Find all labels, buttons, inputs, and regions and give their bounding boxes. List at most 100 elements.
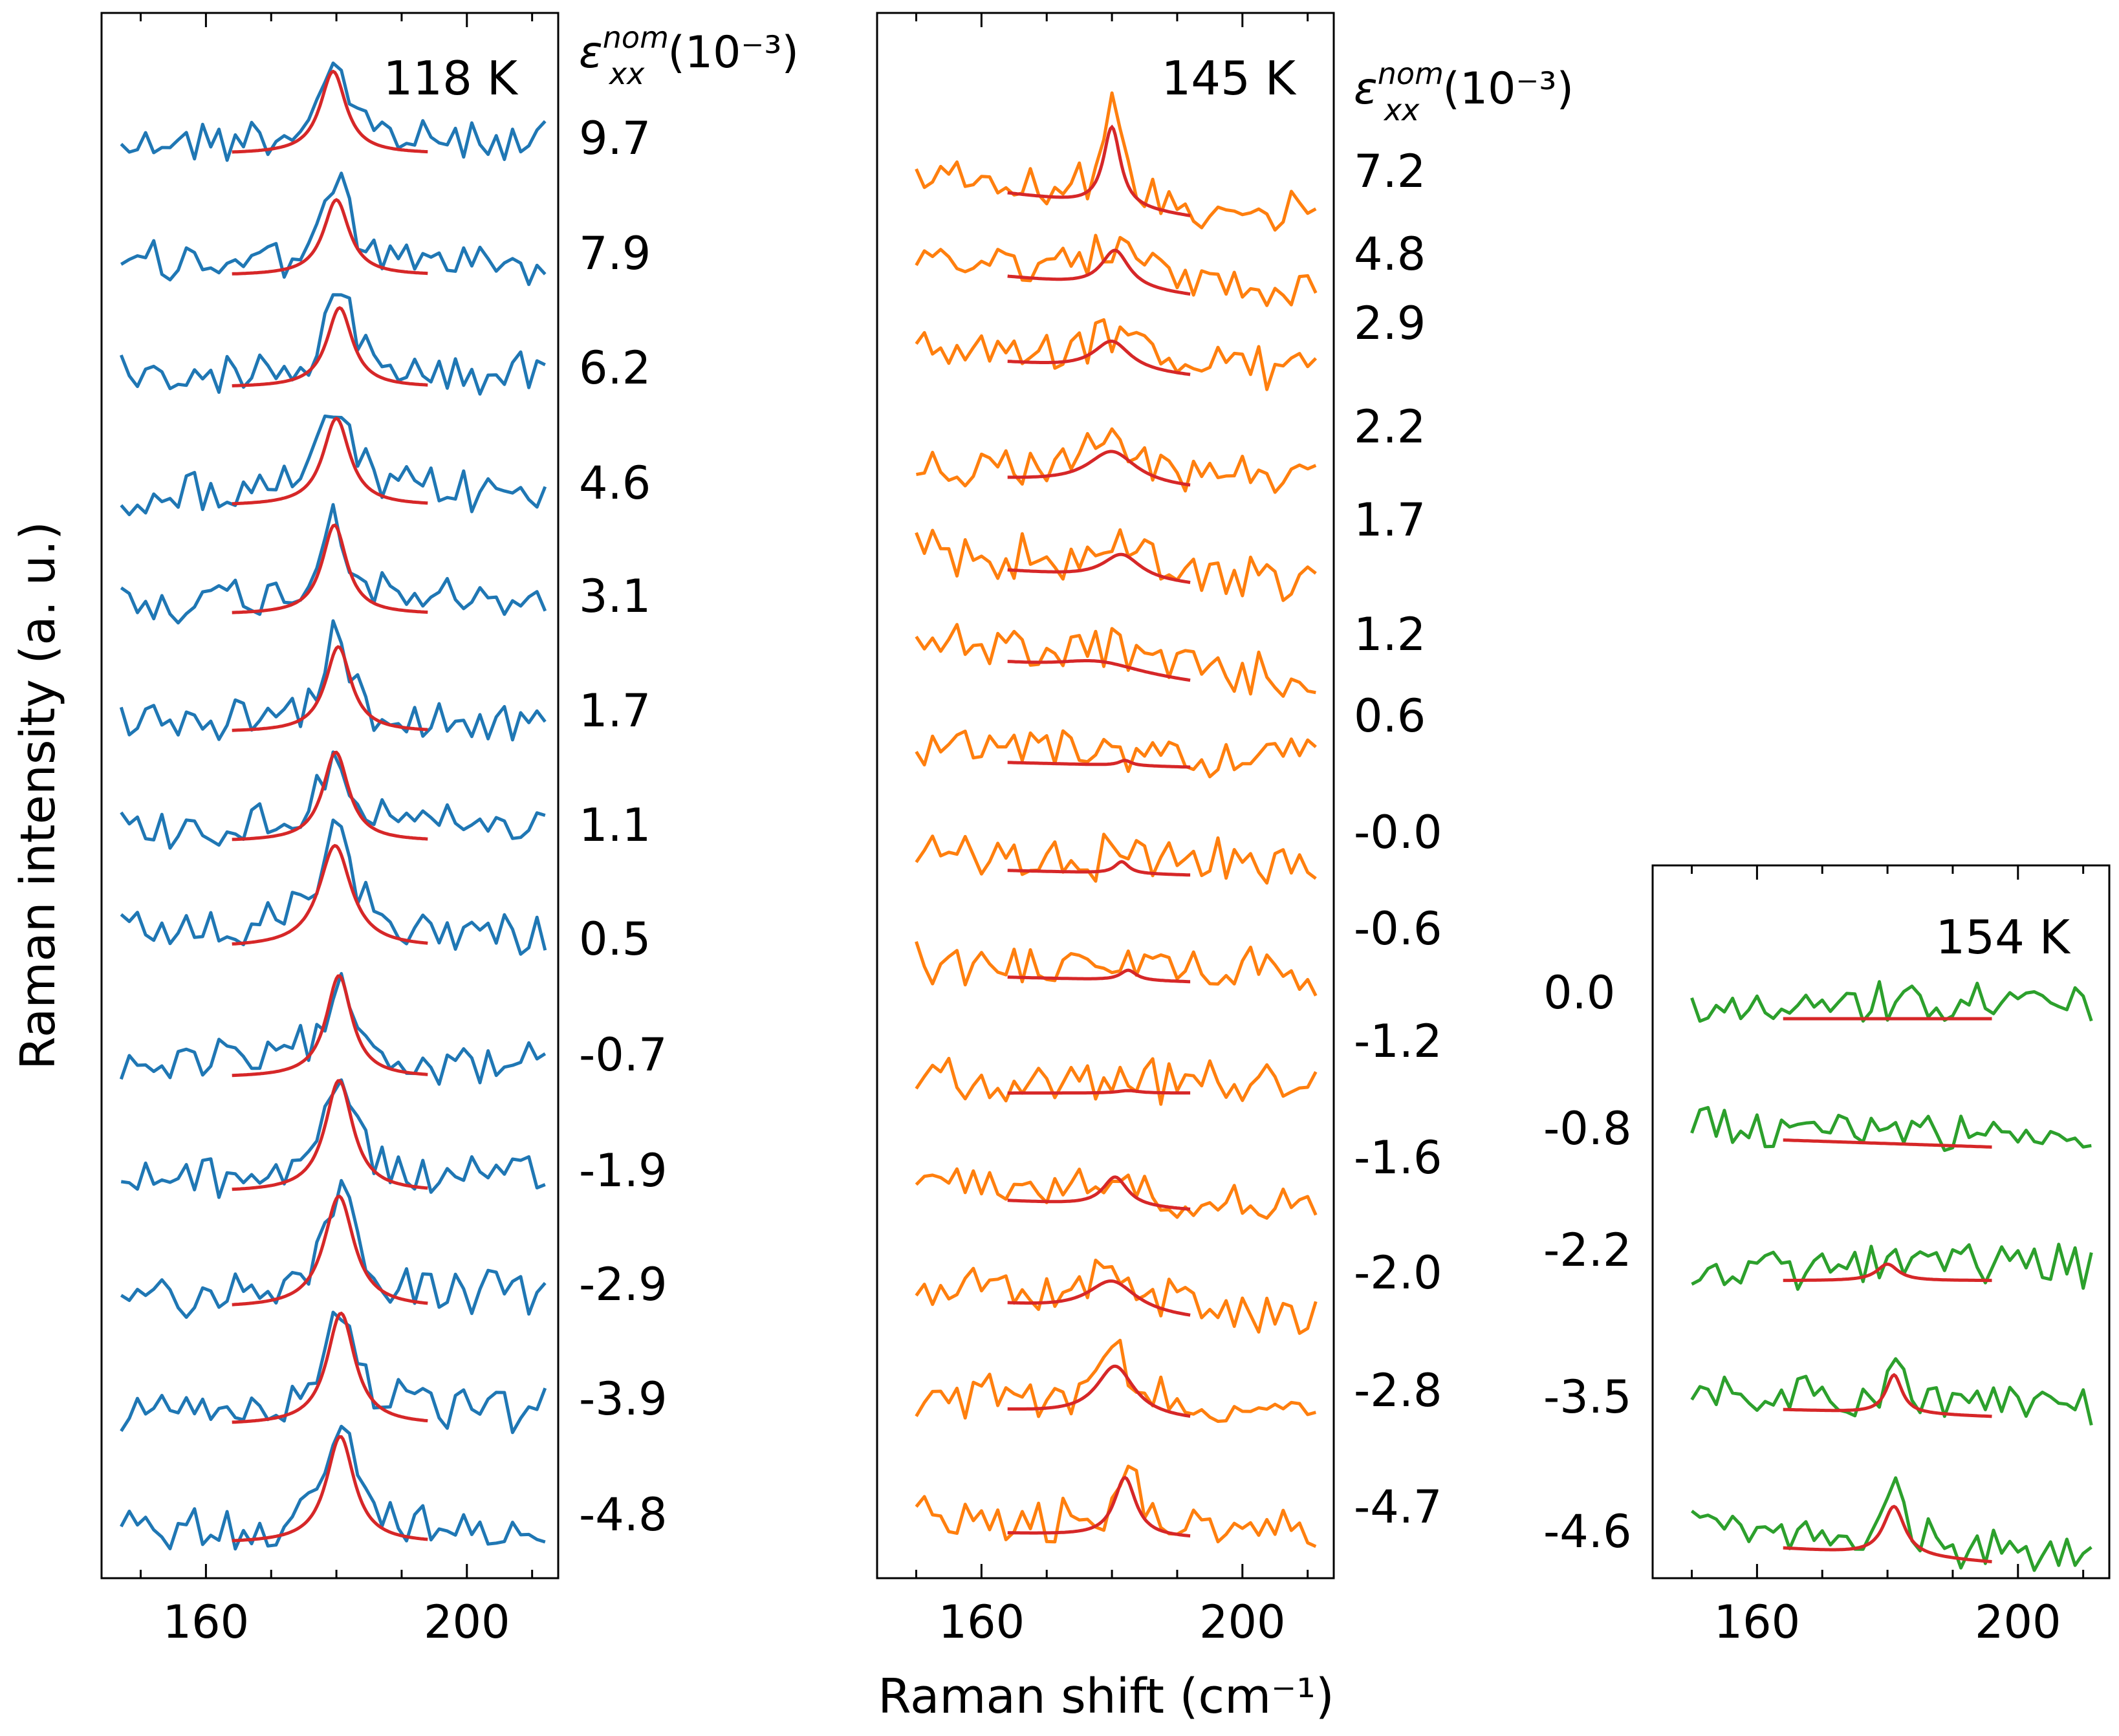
data-trace-145k [915, 729, 1317, 779]
fit-curve-154k [1783, 1138, 1992, 1149]
data-trace-145k [915, 1056, 1318, 1106]
data-trace-145k [915, 528, 1317, 602]
strain-label: 0.0 [1543, 966, 1615, 1019]
fit-layer [232, 69, 1992, 1563]
strain-label: 1.7 [579, 684, 651, 737]
fit-curve-145k [1007, 124, 1191, 217]
fit-curve-154k [1783, 1262, 1992, 1283]
fit-curve-145k [1007, 860, 1191, 877]
fit-curve-145k [1007, 552, 1191, 584]
fit-curve-145k [1007, 759, 1191, 769]
strain-labels: 9.7 7.9 6.2 4.6 3.1 1.7 1.1 0.5 -0.7 -1.9 -2.9 -3.9… [579, 112, 1632, 1558]
strain-label: -0.7 [579, 1028, 668, 1081]
x-tick-label: 160 [939, 1596, 1025, 1649]
panel-118k-frame [100, 12, 560, 1579]
strain-label: -1.9 [579, 1144, 668, 1197]
data-trace-145k [915, 832, 1317, 885]
strain-label: -4.6 [1543, 1505, 1632, 1558]
data-trace-145k [915, 1258, 1318, 1335]
fit-curve-145k [1007, 248, 1191, 296]
fit-curve-145k [1007, 1175, 1191, 1211]
strain-label: 0.6 [1354, 689, 1426, 743]
fit-curve-145k [1007, 340, 1191, 376]
fit-curve-118k [232, 198, 428, 276]
strain-label: 3.1 [579, 570, 651, 623]
fit-curve-145k [1007, 450, 1191, 487]
data-trace-118k [120, 503, 547, 625]
strain-label: 7.9 [579, 227, 651, 280]
x-tick-label: 200 [1199, 1596, 1286, 1649]
data-trace-118k [120, 1310, 547, 1435]
axis-ticks [140, 13, 2085, 1578]
y-axis-label: Raman intensity (a. u.) [10, 521, 66, 1070]
fit-curve-118k [232, 1195, 428, 1307]
data-trace-145k [916, 427, 1317, 494]
fit-curve-118k [232, 843, 428, 946]
fit-curve-154k [1783, 1373, 1992, 1418]
strain-label: -4.7 [1354, 1481, 1442, 1534]
fit-curve-145k [1007, 968, 1191, 984]
fit-curve-154k [1783, 1504, 1992, 1563]
data-trace-145k [915, 1167, 1318, 1220]
strain-label: -3.5 [1543, 1371, 1632, 1424]
data-trace-145k [915, 623, 1316, 698]
fit-curve-145k [1007, 659, 1191, 682]
x-tick-label: 200 [1975, 1596, 2061, 1649]
fit-curve-118k [232, 645, 428, 732]
strain-label: 2.2 [1354, 400, 1426, 453]
x-tick-label: 200 [424, 1596, 510, 1649]
fit-curve-118k [232, 417, 428, 506]
x-tick-label: 160 [163, 1596, 250, 1649]
strain-label: -0.0 [1354, 806, 1442, 859]
strain-label: 0.5 [579, 913, 651, 966]
strain-header-118k: εnom xx (10⁻³) [579, 20, 799, 91]
strain-label: -2.8 [1354, 1364, 1442, 1417]
strain-label: 1.2 [1354, 608, 1426, 661]
strain-label: -1.2 [1354, 1015, 1442, 1068]
data-trace-145k [915, 318, 1318, 391]
fit-curve-145k [1007, 1364, 1191, 1418]
data-trace-118k [120, 414, 547, 517]
data-trace-118k [119, 619, 547, 742]
strain-label: 9.7 [579, 112, 651, 165]
x-tick-labels: 160 200 160 200 160 200 [163, 1596, 2061, 1649]
data-trace-118k [119, 293, 546, 396]
data-trace-118k [120, 1178, 547, 1319]
fit-curve-118k [232, 974, 428, 1078]
panel-title-118k: 118 K [383, 51, 518, 105]
data-trace-118k [119, 971, 547, 1086]
strain-label: -2.0 [1354, 1246, 1442, 1299]
panel-title-145k: 145 K [1161, 51, 1296, 105]
strain-label: -3.9 [579, 1373, 668, 1426]
data-trace-118k [120, 818, 547, 956]
strain-label: -0.8 [1543, 1102, 1632, 1155]
fit-curve-145k [1007, 1475, 1191, 1538]
strain-label: 1.7 [1354, 494, 1426, 547]
strain-label: 7.2 [1354, 145, 1426, 198]
strain-label: -4.8 [579, 1488, 668, 1541]
fit-curve-118k [232, 523, 428, 614]
panel-title-154k: 154 K [1935, 910, 2070, 964]
data-trace-154k [1690, 1357, 2093, 1426]
data-trace-145k [915, 1464, 1317, 1548]
fit-curve-145k [1007, 1279, 1191, 1317]
data-trace-145k [915, 91, 1317, 232]
fit-curve-145k [1007, 1089, 1191, 1095]
strain-label: 2.9 [1354, 297, 1426, 350]
data-trace-118k [120, 750, 546, 850]
trace-layer [119, 61, 2093, 1572]
fit-curve-118k [232, 69, 428, 154]
strain-label: 1.1 [579, 799, 651, 852]
data-trace-118k [120, 171, 547, 287]
fit-curve-118k [232, 1311, 428, 1424]
fit-curve-118k [232, 1079, 428, 1191]
strain-label: 4.6 [579, 457, 651, 510]
fit-curve-118k [232, 306, 428, 387]
data-trace-154k [1691, 1242, 2093, 1291]
x-tick-label: 160 [1714, 1596, 1801, 1649]
data-trace-145k [915, 1338, 1316, 1423]
strain-label: 4.8 [1354, 228, 1426, 281]
data-trace-145k [915, 233, 1318, 307]
strain-label: -0.6 [1354, 902, 1442, 955]
